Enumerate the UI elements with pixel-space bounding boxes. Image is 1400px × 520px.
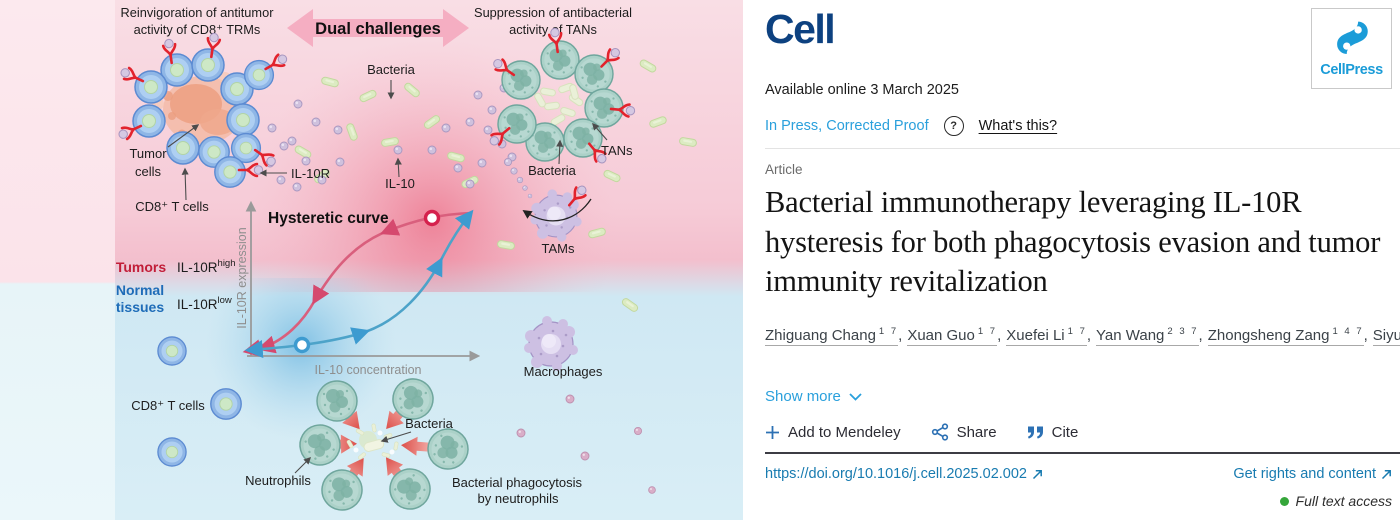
doi-row: https://doi.org/10.1016/j.cell.2025.02.0…: [765, 466, 1392, 482]
hysteresis-plot: Hysteretic curve IL-10R expression IL-10…: [235, 200, 481, 377]
share-button[interactable]: Share: [931, 423, 997, 441]
external-link-icon: [1032, 469, 1042, 479]
tam-cell: [522, 181, 592, 243]
add-to-mendeley-button[interactable]: Add to Mendeley: [765, 424, 901, 441]
neutrophil-cluster: [294, 372, 477, 518]
author-list: Zhiguang Chang 1 7, Xuan Guo 1 7, Xuefei Li 1…: [765, 322, 1400, 350]
phagocytosis-label-line1: Bacterial phagocytosis: [452, 475, 583, 490]
caption-left-line2: activity of CD8⁺ TRMs: [134, 22, 261, 37]
article-title: Bacterial immunotherapy leveraging IL-10…: [765, 185, 1381, 299]
in-press-link[interactable]: In Press, Corrected Proof: [765, 118, 929, 134]
help-icon[interactable]: ?: [943, 116, 964, 136]
divider-light: [765, 148, 1400, 149]
cite-button[interactable]: Cite: [1027, 424, 1078, 441]
phagocytosis-label-line2: by neutrophils: [478, 491, 559, 506]
caption-left-line1: Reinvigoration of antitumor: [121, 5, 275, 20]
author-link[interactable]: Zhongsheng Zang 1 4 7: [1207, 326, 1364, 346]
il10-label: IL-10: [385, 176, 415, 191]
access-dot-icon: [1279, 496, 1289, 506]
il10r-low-label: IL-10Rlow: [177, 295, 232, 312]
tumors-label: Tumors: [116, 259, 167, 275]
cellpress-logo[interactable]: CellPress: [1311, 8, 1392, 89]
external-link-icon: [1381, 469, 1391, 479]
plus-icon: [766, 425, 779, 439]
author-link[interactable]: Xuan Guo 1 7: [907, 326, 998, 346]
cd8-top-label: CD8⁺ T cells: [135, 199, 209, 214]
graphical-abstract: Dual challenges Reinvigoration of antitu…: [0, 0, 743, 520]
show-more-button[interactable]: Show more: [765, 388, 862, 405]
available-online-date: Available online 3 March 2025: [765, 82, 960, 98]
article-header-panel: Cell CellPress Available online 3 March …: [743, 0, 1400, 520]
figure-edge-strip: [0, 0, 115, 520]
action-bar: Add to Mendeley Share Cite: [765, 423, 1078, 441]
il10r-label: IL-10R: [291, 166, 330, 181]
neutrophils-label: Neutrophils: [245, 473, 311, 488]
macrophages-label: Macrophages: [524, 364, 603, 379]
callout-arrows: [167, 80, 608, 474]
rights-link[interactable]: Get rights and content: [1233, 466, 1392, 482]
author-link[interactable]: Xuefei Li 1 7: [1006, 326, 1087, 346]
hysteretic-curve-label: Hysteretic curve: [268, 210, 389, 227]
author-link[interactable]: Zhiguang Chang 1 7: [765, 326, 899, 346]
low-state-marker: [293, 336, 311, 354]
in-press-row: In Press, Corrected Proof ? What's this?: [765, 116, 1057, 136]
x-axis-label: IL-10 concentration: [314, 363, 421, 377]
tumor-cluster: [115, 31, 291, 170]
banner-label: Dual challenges: [315, 20, 441, 38]
article-type: Article: [765, 162, 803, 177]
y-axis-label: IL-10R expression: [235, 227, 249, 328]
bacteria-top-label: Bacteria: [367, 62, 415, 77]
access-status: Full text access: [1279, 493, 1392, 509]
caption-right-line1: Suppression of antibacterial: [474, 5, 632, 20]
divider-dark: [765, 452, 1400, 454]
chevron-down-icon: [849, 392, 862, 401]
bacteria-right-label: Bacteria: [528, 163, 576, 178]
dual-challenges-banner: Dual challenges: [287, 9, 469, 47]
cellpress-icon: [1336, 21, 1368, 54]
tams-label: TAMs: [542, 241, 575, 256]
journal-logo[interactable]: Cell: [765, 6, 836, 52]
cd8-bottom-label: CD8⁺ T cells: [131, 398, 205, 413]
normal-label-line1: Normal: [116, 282, 164, 298]
whats-this-link[interactable]: What's this?: [978, 118, 1058, 134]
author-link[interactable]: Siyu Pei2: [1372, 327, 1400, 346]
doi-link[interactable]: https://doi.org/10.1016/j.cell.2025.02.0…: [765, 466, 1043, 482]
cellpress-label: CellPress: [1320, 62, 1383, 78]
tumor-cells-label-line2: cells: [135, 164, 162, 179]
share-icon: [931, 423, 948, 441]
bacteria-bottom-label: Bacteria: [405, 416, 453, 431]
normal-label-line2: tissues: [116, 299, 164, 315]
high-state-marker: [423, 209, 441, 227]
quote-icon: [1027, 426, 1043, 439]
il10r-high-label: IL-10Rhigh: [177, 258, 236, 275]
author-link[interactable]: Yan Wang 2 3 7: [1096, 326, 1199, 346]
tans-label: TANs: [601, 143, 633, 158]
tumor-cells-label-line1: Tumor: [129, 146, 167, 161]
